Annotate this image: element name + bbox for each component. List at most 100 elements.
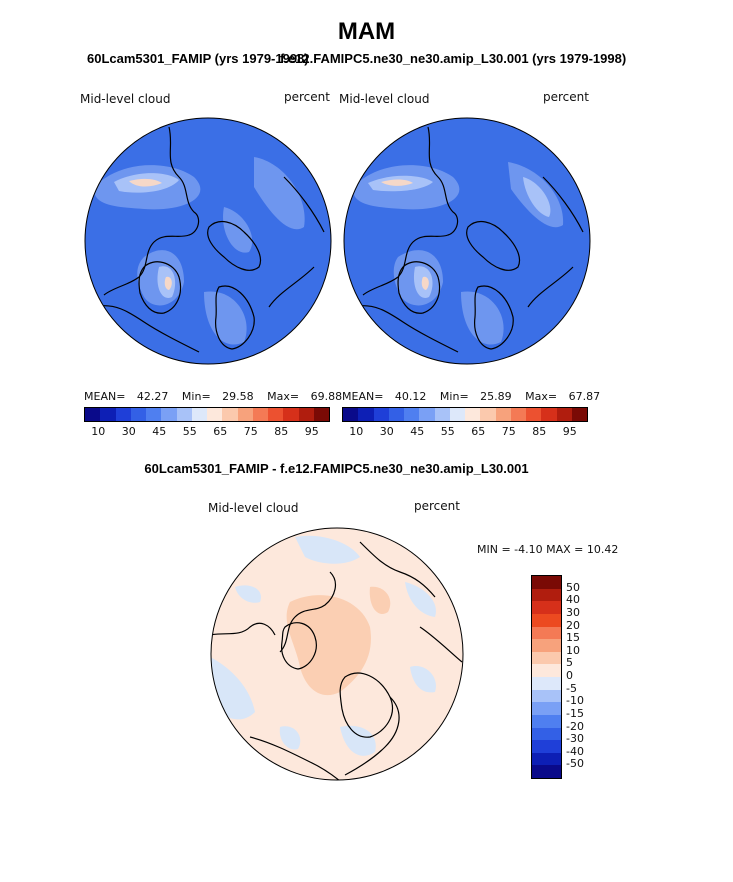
- diff-colorbar-tick-label: 5: [566, 656, 573, 670]
- right-colorbar-swatch: [571, 408, 587, 421]
- left-colorbar-swatch: [298, 408, 314, 421]
- diff-panel-variable: Mid-level cloud: [208, 501, 299, 515]
- left-colorbar-swatch: [283, 408, 299, 421]
- left-mean-label: MEAN=: [84, 390, 126, 403]
- diff-colorbar-swatch: [532, 588, 561, 602]
- right-colorbar-swatch: [434, 408, 450, 421]
- right-colorbar-tick-label: 85: [532, 425, 547, 438]
- left-colorbar-tick-label: 65: [213, 425, 228, 438]
- diff-colorbar-tick-label: 40: [566, 593, 580, 607]
- diff-colorbar-swatch: [532, 639, 561, 652]
- figure-title: MAM: [337, 18, 396, 45]
- diff-colorbar-swatch: [532, 752, 561, 766]
- right-colorbar-ticks: 10 30 45 55 65 75 85 95: [342, 425, 588, 439]
- left-colorbar-swatch: [191, 408, 207, 421]
- right-colorbar: [342, 407, 588, 422]
- right-colorbar-swatch: [510, 408, 526, 421]
- right-colorbar-tick-label: 45: [410, 425, 425, 438]
- right-colorbar-swatch: [541, 408, 557, 421]
- right-mean-value: 40.12: [394, 390, 427, 403]
- diff-colorbar-swatch: [532, 765, 561, 778]
- diff-colorbar-swatch: [532, 702, 561, 715]
- diff-colorbar-swatch: [532, 664, 561, 677]
- diff-colorbar-swatch: [532, 626, 561, 640]
- left-colorbar-swatch: [161, 408, 177, 421]
- right-colorbar-swatch: [526, 408, 542, 421]
- right-min-label: Min=: [439, 390, 469, 403]
- right-colorbar-tick-label: 10: [349, 425, 364, 438]
- left-stats: MEAN= 42.27 Min= 29.58 Max= 69.88: [84, 390, 342, 403]
- diff-colorbar-swatch: [532, 613, 561, 627]
- left-max-label: Max=: [267, 390, 300, 403]
- diff-colorbar-tick-label: -5: [566, 681, 577, 695]
- right-colorbar-swatch: [358, 408, 374, 421]
- right-panel-units: percent: [543, 90, 589, 104]
- right-colorbar-swatch: [404, 408, 420, 421]
- left-max-value: 69.88: [310, 390, 343, 403]
- right-max-value: 67.87: [568, 390, 601, 403]
- left-mean-value: 42.27: [136, 390, 169, 403]
- diff-colorbar-tick-label: 15: [566, 631, 580, 645]
- right-colorbar-tick-label: 65: [471, 425, 486, 438]
- left-colorbar-swatch: [252, 408, 268, 421]
- right-colorbar-swatch: [465, 408, 481, 421]
- left-colorbar-tick-label: 95: [304, 425, 319, 438]
- diff-colorbar-swatch: [532, 651, 561, 665]
- diff-colorbar-swatch: [532, 601, 561, 614]
- diff-colorbar-swatch: [532, 689, 561, 703]
- right-mean-label: MEAN=: [342, 390, 384, 403]
- left-colorbar: [84, 407, 330, 422]
- diff-colorbar-tick-label: 10: [566, 643, 580, 657]
- left-colorbar-tick-label: 10: [91, 425, 106, 438]
- left-polar-map: [84, 117, 332, 365]
- right-colorbar-swatch: [419, 408, 435, 421]
- diff-colorbar-tick-label: -15: [566, 706, 584, 720]
- diff-colorbar-tick-label: -10: [566, 694, 584, 708]
- left-colorbar-swatch: [130, 408, 146, 421]
- diff-colorbar-ticks: 50 40 30 20 15 10 5 0 -5 -10 -15 -20 -30 -40 -50: [566, 575, 606, 779]
- diff-colorbar: [531, 575, 562, 779]
- diff-colorbar-tick-label: 20: [566, 618, 580, 632]
- right-colorbar-swatch: [480, 408, 496, 421]
- left-colorbar-tick-label: 30: [121, 425, 136, 438]
- right-colorbar-swatch: [373, 408, 389, 421]
- right-max-label: Max=: [525, 390, 558, 403]
- left-colorbar-tick-label: 85: [274, 425, 289, 438]
- left-panel-variable: Mid-level cloud: [80, 92, 171, 106]
- left-min-value: 29.58: [222, 390, 254, 403]
- left-colorbar-swatch: [115, 408, 131, 421]
- right-panel-variable: Mid-level cloud: [339, 92, 430, 106]
- diff-colorbar-tick-label: -50: [566, 757, 584, 771]
- diff-colorbar-tick-label: 0: [566, 669, 573, 682]
- diff-colorbar-tick-label: 50: [566, 580, 580, 594]
- left-min-label: Min=: [181, 390, 211, 403]
- left-panel-units: percent: [284, 90, 330, 104]
- right-colorbar-tick-label: 75: [501, 425, 516, 438]
- right-min-value: 25.89: [480, 390, 512, 403]
- right-colorbar-tick-label: 30: [379, 425, 394, 438]
- left-colorbar-swatch: [146, 408, 162, 421]
- diff-colorbar-swatch: [532, 714, 561, 728]
- right-polar-map: [343, 117, 591, 365]
- diff-colorbar-tick-label: -30: [566, 732, 584, 746]
- left-colorbar-swatch: [85, 408, 101, 421]
- left-colorbar-swatch: [237, 408, 253, 421]
- left-colorbar-ticks: 10 30 45 55 65 75 85 95: [84, 425, 330, 439]
- diff-panel-units: percent: [414, 499, 460, 513]
- left-colorbar-tick-label: 75: [243, 425, 258, 438]
- diff-panel-title: 60Lcam5301_FAMIP - f.e12.FAMIPC5.ne30_ne…: [144, 461, 529, 476]
- left-panel-subtitle: 60Lcam5301_FAMIP (yrs 1979-1998): [87, 51, 309, 66]
- diff-colorbar-tick-label: -20: [566, 719, 584, 733]
- diff-colorbar-swatch: [532, 740, 561, 753]
- right-colorbar-tick-label: 55: [440, 425, 455, 438]
- diff-colorbar-tick-label: 30: [566, 605, 580, 619]
- diff-polar-map: [210, 527, 464, 781]
- left-colorbar-tick-label: 45: [152, 425, 167, 438]
- diff-colorbar-swatch: [532, 727, 561, 741]
- diff-colorbar-tick-label: -40: [566, 744, 584, 758]
- diff-colorbar-swatch: [532, 677, 561, 690]
- right-colorbar-swatch: [343, 408, 359, 421]
- left-colorbar-swatch: [207, 408, 223, 421]
- left-colorbar-tick-label: 55: [182, 425, 197, 438]
- left-colorbar-swatch: [268, 408, 284, 421]
